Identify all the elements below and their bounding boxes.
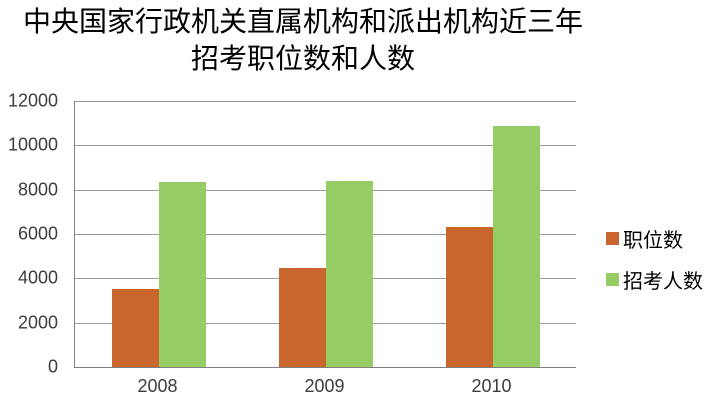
x-tick-label: 2008 (137, 376, 178, 396)
legend: 职位数 招考人数 (606, 224, 703, 294)
x-tick-label: 2010 (471, 376, 512, 396)
gridline (75, 101, 576, 102)
x-tick-label: 2009 (304, 376, 345, 396)
chart-title: 中央国家行政机关直属机构和派出机构近三年 招考职位数和人数 (0, 4, 606, 78)
y-tick-label: 2000 (17, 312, 58, 333)
bar-招考人数-2008 (158, 181, 206, 367)
x-axis: 2008 2009 2010 (74, 376, 575, 402)
y-tick-label: 6000 (17, 223, 58, 244)
y-tick-label: 4000 (17, 267, 58, 288)
legend-label: 职位数 (623, 230, 683, 252)
y-tick-label: 8000 (17, 179, 58, 200)
bar-招考人数-2009 (325, 180, 373, 367)
chart-title-line-1: 中央国家行政机关直属机构和派出机构近三年 (22, 7, 583, 38)
legend-item: 招考人数 (606, 265, 703, 294)
legend-item: 职位数 (606, 224, 703, 253)
legend-swatch-招考人数 (606, 273, 619, 286)
y-tick-label: 0 (47, 356, 58, 377)
gridline (75, 145, 576, 147)
y-tick-label: 10000 (7, 134, 58, 155)
chart-title-line-2: 招考职位数和人数 (190, 44, 415, 75)
legend-label: 招考人数 (623, 271, 703, 293)
bar-职位数-2009 (278, 268, 326, 367)
bar-职位数-2008 (111, 289, 159, 367)
y-axis: 0 2000 4000 6000 8000 10000 12000 (0, 91, 58, 377)
legend-swatch-职位数 (606, 232, 619, 245)
bar-职位数-2010 (445, 227, 493, 367)
bar-招考人数-2010 (492, 126, 540, 367)
plot-area (74, 101, 576, 368)
y-tick-label: 12000 (7, 90, 58, 111)
